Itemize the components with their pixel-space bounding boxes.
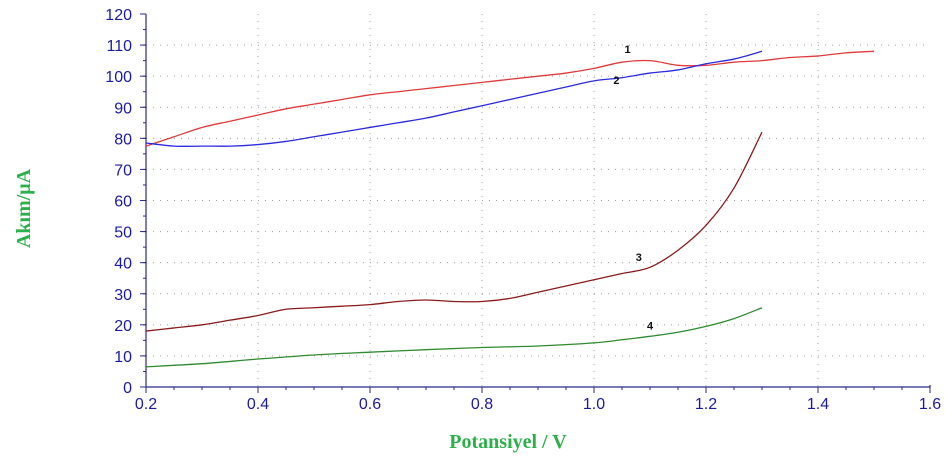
y-tick-label: 120: [105, 7, 132, 24]
series-label-1: 1: [625, 44, 631, 56]
series-line-2: [145, 50, 763, 147]
series-label-2: 2: [613, 75, 619, 87]
y-tick-label: 100: [105, 69, 132, 86]
series-lines: [145, 50, 875, 368]
x-tick-label: 1.0: [583, 396, 605, 413]
x-tick-label: 1.4: [807, 396, 829, 413]
y-axis-ticks: 0 10 20 30 40 50 60 70 80 90 100 110 120: [105, 7, 146, 397]
series-line-4: [145, 307, 763, 368]
x-tick-label: 1.2: [695, 396, 717, 413]
y-tick-label: 50: [114, 225, 132, 242]
gridlines: [146, 14, 930, 387]
y-tick-label: 30: [114, 287, 132, 304]
x-tick-label: 1.6: [919, 396, 941, 413]
y-tick-label: 80: [114, 131, 132, 148]
y-tick-label: 20: [114, 318, 132, 335]
series-line-1: [145, 50, 875, 147]
series-line-3: [145, 131, 763, 332]
y-tick-label: 90: [114, 100, 132, 117]
y-axis-title: Akım/μA: [13, 168, 35, 248]
series-label-4: 4: [647, 320, 654, 332]
y-tick-label: 110: [106, 38, 132, 55]
y-tick-label: 40: [114, 256, 132, 273]
y-tick-label: 10: [114, 349, 132, 366]
y-tick-label: 60: [114, 194, 132, 211]
x-tick-label: 0.6: [359, 396, 381, 413]
series-label-3: 3: [636, 252, 642, 264]
x-tick-label: 0.2: [135, 396, 157, 413]
y-tick-label: 70: [114, 162, 132, 179]
y-tick-label: 0: [123, 380, 132, 397]
x-tick-label: 0.4: [247, 396, 269, 413]
x-axis-ticks: 0.2 0.4 0.6 0.8 1.0 1.2 1.4 1.6: [135, 387, 941, 413]
x-tick-label: 0.8: [471, 396, 493, 413]
x-axis-title: Potansiyel / V: [449, 431, 567, 453]
series-labels: 1 2 3 4: [613, 44, 654, 333]
